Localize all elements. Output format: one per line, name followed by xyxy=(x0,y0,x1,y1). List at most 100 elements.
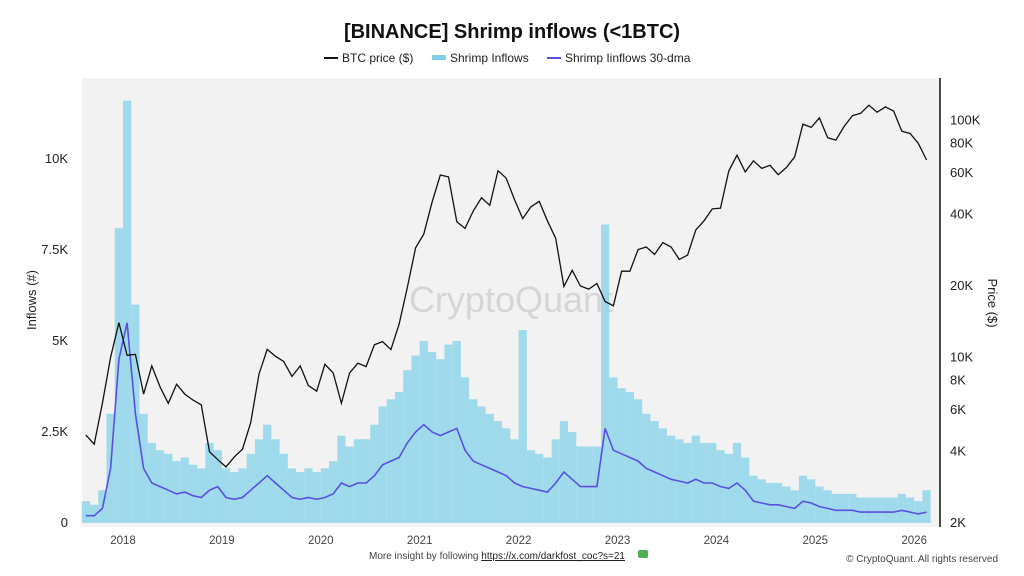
x-tick-label: 2024 xyxy=(704,535,730,547)
y-axis-ticks: 0 2.5K 5K 7.5K 10K xyxy=(41,151,68,530)
inflow-bar xyxy=(444,344,453,523)
btc-price-line xyxy=(85,104,928,468)
inflow-bar xyxy=(864,497,873,523)
inflow-bar xyxy=(823,490,832,523)
legend-label-dma: Shrimp Iinflows 30-dma xyxy=(565,51,691,65)
inflow-bar xyxy=(798,475,808,523)
legend: BTC price ($) Shrimp Inflows Shrimp Iinf… xyxy=(324,51,691,65)
inflow-bar xyxy=(172,461,181,523)
inflow-bar xyxy=(815,486,824,523)
inflow-bar xyxy=(510,439,519,523)
x-tick-label: 2018 xyxy=(110,535,136,547)
inflow-bar xyxy=(856,497,865,523)
inflow-bar xyxy=(782,486,791,523)
inflow-bar xyxy=(568,432,577,523)
chart-title: [BINANCE] Shrimp inflows (<1BTC) xyxy=(344,21,680,43)
inflow-bar xyxy=(246,453,255,523)
y2-axis-ticks: 2K 4K 6K 8K 10K 20K 40K 60K 80K 100K xyxy=(950,112,981,530)
y2-tick-label: 8K xyxy=(950,372,966,387)
y2-tick-label: 2K xyxy=(950,515,966,530)
inflow-bar xyxy=(188,464,198,523)
inflow-bar xyxy=(922,490,931,523)
inflow-bar xyxy=(362,439,371,523)
inflow-bar xyxy=(123,100,132,523)
inflow-bar xyxy=(436,359,445,523)
inflow-bar xyxy=(81,501,91,523)
inflow-bar xyxy=(296,472,305,523)
inflow-bar xyxy=(304,468,313,523)
x-tick-label: 2023 xyxy=(605,535,631,547)
inflow-bar xyxy=(329,461,338,523)
x-tick-label: 2022 xyxy=(506,535,532,547)
inflow-bar xyxy=(840,493,849,523)
inflow-bar xyxy=(807,479,816,523)
y2-tick-label: 4K xyxy=(950,444,966,459)
x-tick-label: 2020 xyxy=(308,535,334,547)
inflow-bar xyxy=(254,439,264,523)
inflow-bar xyxy=(905,497,915,523)
watermark: CryptoQuant xyxy=(409,279,613,320)
inflow-bar xyxy=(765,482,775,523)
inflow-bar xyxy=(576,446,585,523)
inflow-bar xyxy=(617,388,626,523)
x-tick-label: 2021 xyxy=(407,535,433,547)
inflow-bar xyxy=(263,424,272,523)
x-tick-label: 2025 xyxy=(803,535,829,547)
inflow-bar xyxy=(831,493,841,523)
inflow-bar xyxy=(543,457,552,523)
inflow-bar xyxy=(230,472,239,523)
inflow-bar xyxy=(205,442,214,523)
inflow-bar xyxy=(757,479,766,523)
inflow-bar xyxy=(312,472,321,523)
y2-tick-label: 40K xyxy=(950,207,973,222)
inflow-bar xyxy=(238,468,247,523)
inflow-bar xyxy=(403,370,412,523)
inflow-bar xyxy=(889,497,898,523)
x-axis-ticks: 2018 2019 2020 2021 2022 2023 2024 2025 2026 xyxy=(110,535,927,547)
inflow-bar xyxy=(370,424,379,523)
inflow-bar xyxy=(197,468,206,523)
y2-tick-label: 80K xyxy=(950,135,973,150)
inflow-bar xyxy=(114,228,123,523)
inflow-bar xyxy=(872,497,882,523)
legend-label-inflows: Shrimp Inflows xyxy=(450,51,529,65)
inflow-bar xyxy=(279,453,288,523)
inflow-bar xyxy=(914,501,923,523)
footer-insight-text: More insight by following xyxy=(369,551,481,562)
y2-tick-label: 10K xyxy=(950,349,973,364)
y-tick-label: 10K xyxy=(45,151,68,166)
inflow-bar xyxy=(526,450,536,523)
y2-tick-label: 20K xyxy=(950,278,973,293)
y2-tick-label: 100K xyxy=(950,112,981,127)
y-tick-label: 7.5K xyxy=(41,242,68,257)
inflow-bar xyxy=(90,504,99,523)
inflow-bar xyxy=(601,224,610,523)
inflow-bar xyxy=(774,482,783,523)
inflow-bar xyxy=(452,341,461,523)
x-tick-label: 2019 xyxy=(209,535,235,547)
dma-line xyxy=(85,322,927,517)
inflow-bar xyxy=(180,457,189,523)
y-axis-label: Inflows (#) xyxy=(24,270,39,330)
y-tick-label: 5K xyxy=(52,333,68,348)
inflow-bar xyxy=(881,497,890,523)
y2-tick-label: 60K xyxy=(950,165,973,180)
x-tick-label: 2026 xyxy=(901,535,927,547)
inflow-bar xyxy=(790,490,799,523)
inflow-bar xyxy=(164,453,173,523)
inflow-bar xyxy=(535,453,544,523)
y2-axis-label: Price ($) xyxy=(985,278,1000,327)
inflow-bar xyxy=(551,439,560,523)
footer-link[interactable]: https://x.com/darkfost_coc?s=21 xyxy=(481,551,625,562)
inflow-bar xyxy=(271,439,280,523)
inflow-bar xyxy=(353,439,363,523)
inflow-bar xyxy=(897,493,906,523)
inflow-bar xyxy=(221,468,231,523)
legend-swatch-inflows xyxy=(432,55,446,60)
series-lines xyxy=(85,104,928,517)
inflow-bar xyxy=(345,446,354,523)
frog-emoji-icon xyxy=(638,550,648,558)
inflow-bar xyxy=(518,330,527,523)
y-tick-label: 0 xyxy=(61,515,68,530)
